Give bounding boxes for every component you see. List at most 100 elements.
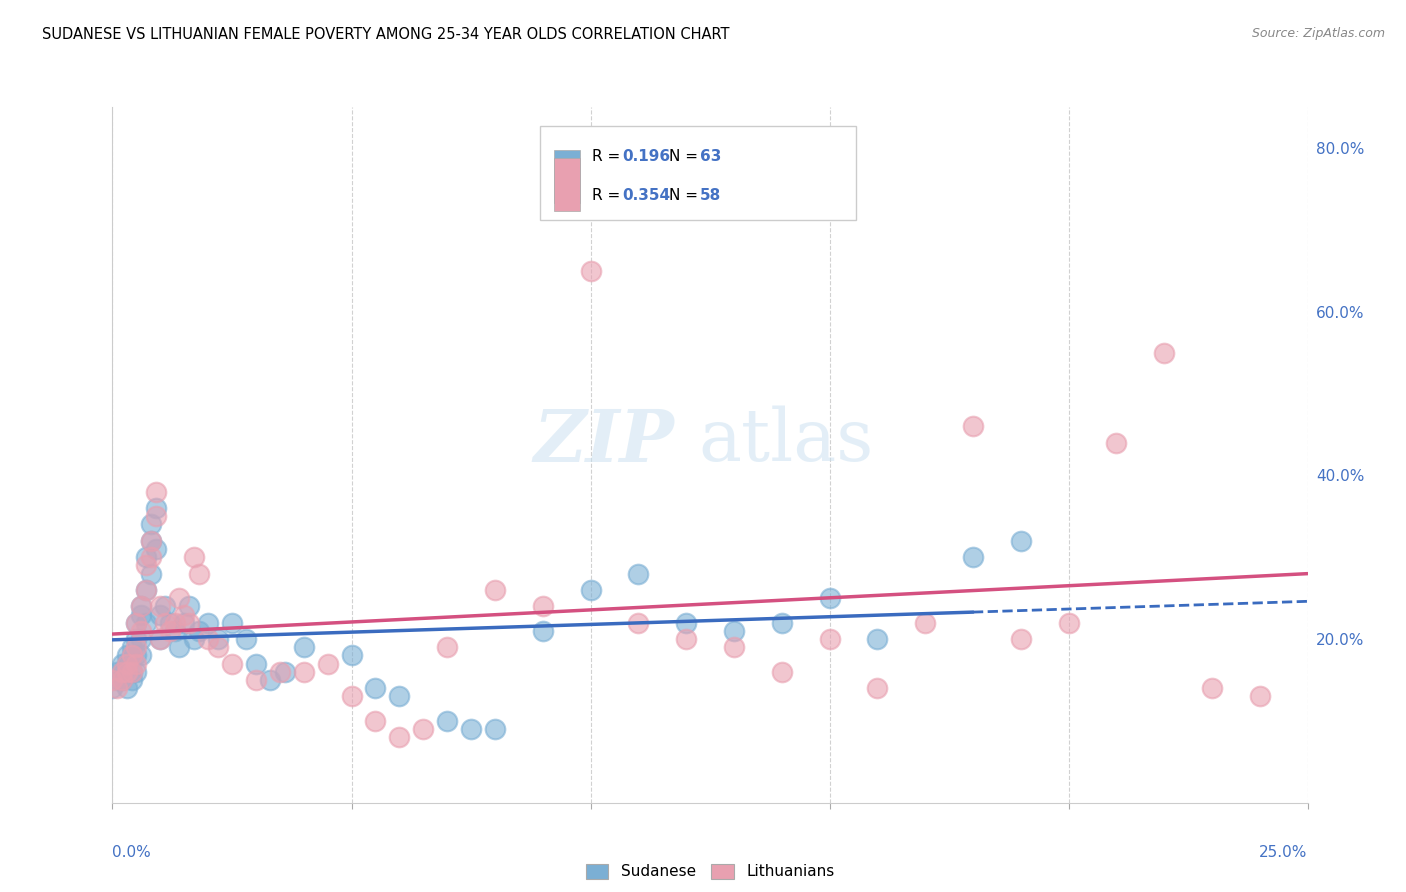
Point — [149, 607, 172, 622]
Point — [163, 624, 186, 638]
Point — [153, 599, 176, 614]
Text: 63: 63 — [700, 149, 721, 164]
Point — [121, 665, 143, 679]
Point — [866, 681, 889, 696]
Point — [221, 657, 243, 671]
Point — [579, 582, 602, 597]
Text: R =: R = — [592, 188, 624, 203]
Point — [125, 615, 148, 630]
Point — [531, 599, 554, 614]
Point — [340, 690, 363, 704]
Point — [273, 665, 295, 679]
Y-axis label: Female Poverty Among 25-34 Year Olds: Female Poverty Among 25-34 Year Olds — [0, 310, 7, 599]
Point — [121, 673, 143, 687]
Point — [111, 673, 134, 687]
Point — [245, 657, 267, 671]
Point — [818, 591, 841, 606]
Point — [115, 657, 138, 671]
Point — [627, 615, 650, 630]
Point — [129, 607, 152, 622]
Legend: Sudanese, Lithuanians: Sudanese, Lithuanians — [579, 857, 841, 886]
Text: Source: ZipAtlas.com: Source: ZipAtlas.com — [1251, 27, 1385, 40]
Point — [125, 640, 148, 655]
Point — [484, 582, 506, 597]
Point — [111, 665, 134, 679]
Point — [135, 582, 157, 597]
Text: ZIP: ZIP — [533, 406, 675, 476]
Point — [121, 648, 143, 663]
Point — [115, 681, 138, 696]
Point — [818, 632, 841, 646]
Point — [159, 624, 181, 638]
Point — [115, 648, 138, 663]
Text: SUDANESE VS LITHUANIAN FEMALE POVERTY AMONG 25-34 YEAR OLDS CORRELATION CHART: SUDANESE VS LITHUANIAN FEMALE POVERTY AM… — [42, 27, 730, 42]
Point — [145, 542, 167, 557]
Point — [187, 624, 209, 638]
Point — [770, 615, 793, 630]
Point — [866, 632, 889, 646]
Point — [197, 615, 219, 630]
Point — [153, 615, 176, 630]
Point — [484, 722, 506, 736]
Point — [962, 419, 984, 434]
Point — [235, 632, 257, 646]
Point — [316, 657, 339, 671]
Point — [169, 640, 191, 655]
Point — [135, 558, 157, 573]
Point — [105, 665, 128, 679]
Point — [675, 615, 697, 630]
Text: N =: N = — [669, 149, 703, 164]
Point — [245, 673, 267, 687]
Point — [770, 665, 793, 679]
Text: atlas: atlas — [697, 406, 873, 476]
Point — [135, 582, 157, 597]
Point — [183, 550, 205, 565]
Point — [121, 648, 143, 663]
Point — [173, 607, 195, 622]
Point — [125, 657, 148, 671]
Point — [121, 665, 143, 679]
Point — [145, 509, 167, 524]
Point — [115, 665, 138, 679]
Point — [105, 673, 128, 687]
Point — [129, 648, 152, 663]
Point — [139, 566, 162, 581]
Point — [149, 632, 172, 646]
Text: N =: N = — [669, 188, 703, 203]
Point — [388, 690, 411, 704]
Point — [1201, 681, 1223, 696]
Point — [101, 673, 124, 687]
Point — [962, 550, 984, 565]
Point — [675, 632, 697, 646]
Point — [149, 599, 172, 614]
Point — [139, 517, 162, 532]
Point — [436, 640, 458, 655]
Point — [101, 681, 124, 696]
Point — [187, 566, 209, 581]
Point — [121, 640, 143, 655]
Text: 0.0%: 0.0% — [112, 845, 152, 860]
Point — [145, 501, 167, 516]
Point — [159, 615, 181, 630]
Point — [1010, 533, 1032, 548]
Point — [221, 615, 243, 630]
Point — [111, 673, 134, 687]
Point — [135, 550, 157, 565]
Text: 58: 58 — [700, 188, 721, 203]
Point — [627, 566, 650, 581]
Point — [579, 264, 602, 278]
Point — [125, 648, 148, 663]
Point — [1057, 615, 1080, 630]
Point — [197, 632, 219, 646]
Point — [129, 599, 152, 614]
Point — [460, 722, 482, 736]
Point — [125, 665, 148, 679]
Point — [1249, 690, 1271, 704]
Point — [292, 640, 315, 655]
Point — [173, 615, 195, 630]
Point — [723, 624, 745, 638]
Point — [177, 599, 200, 614]
Text: 25.0%: 25.0% — [1260, 845, 1308, 860]
Point — [111, 665, 134, 679]
Point — [269, 665, 291, 679]
